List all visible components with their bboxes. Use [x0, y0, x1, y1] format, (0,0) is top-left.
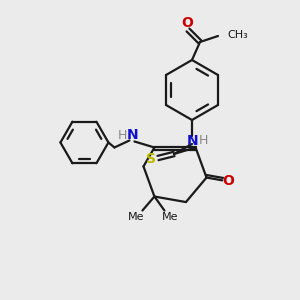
Text: CH₃: CH₃: [227, 30, 248, 40]
Text: H: H: [198, 134, 208, 146]
Text: Me: Me: [128, 212, 145, 221]
Text: H: H: [118, 129, 127, 142]
Text: N: N: [127, 128, 138, 142]
Text: O: O: [222, 174, 234, 188]
Text: N: N: [187, 134, 199, 148]
Text: O: O: [181, 16, 193, 30]
Text: S: S: [146, 152, 156, 166]
Text: Me: Me: [162, 212, 179, 221]
